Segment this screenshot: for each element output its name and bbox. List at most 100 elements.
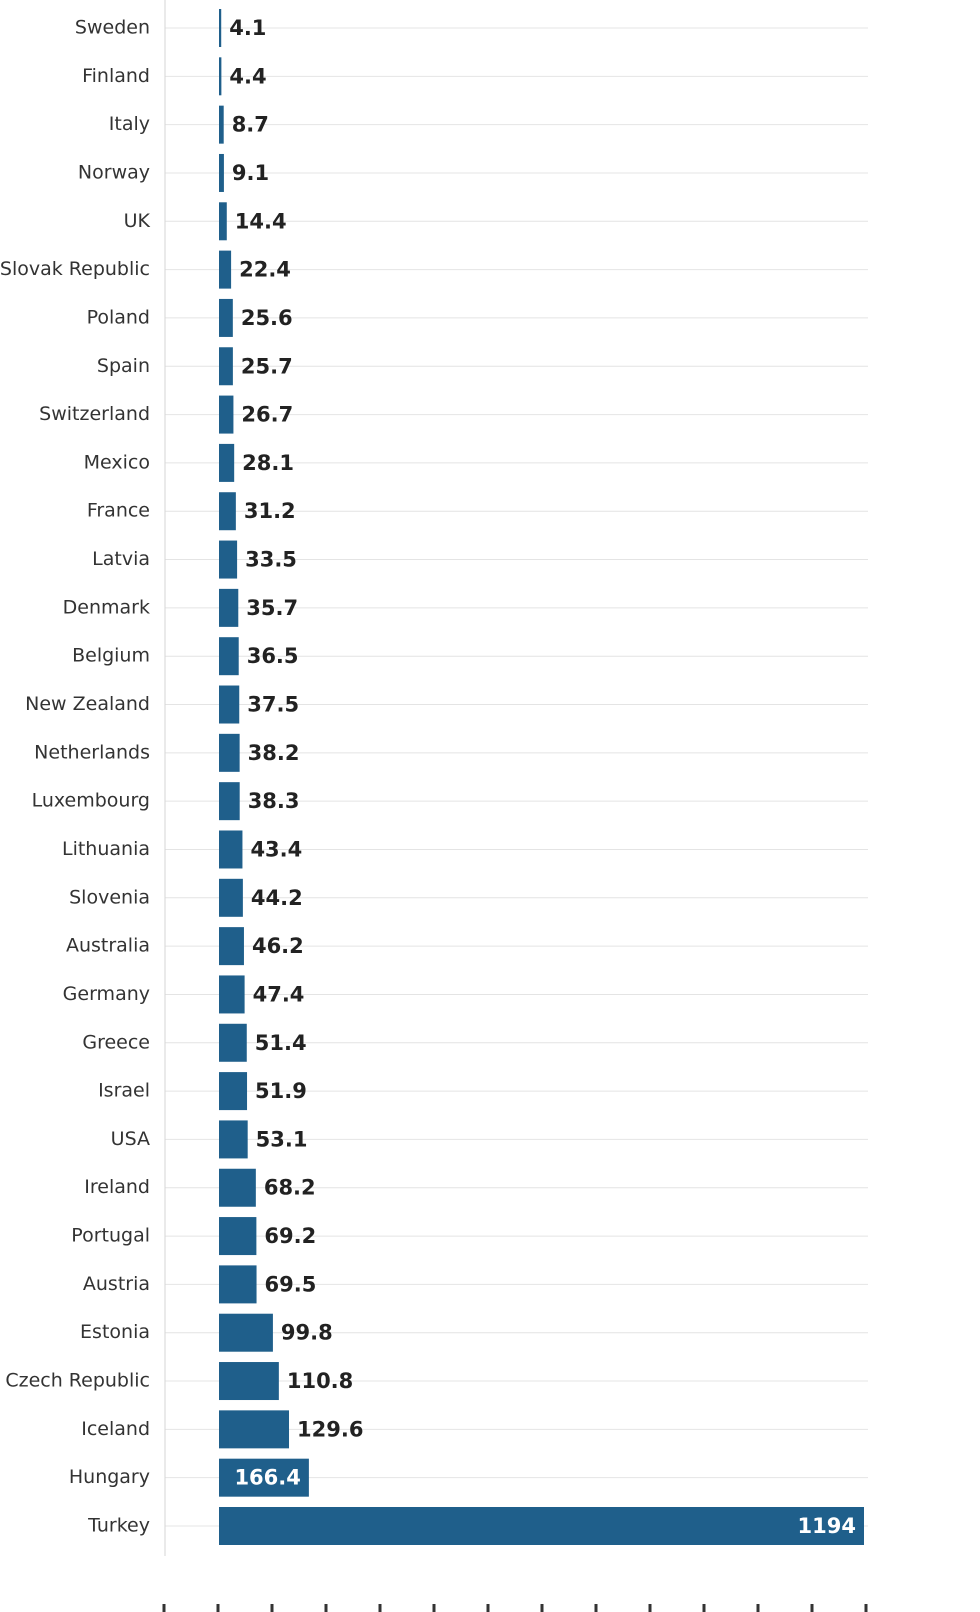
bar — [219, 685, 240, 724]
category-label: New Zealand — [25, 693, 150, 715]
value-label: 25.7 — [241, 354, 293, 378]
bar — [219, 1313, 273, 1352]
value-label: 43.4 — [250, 837, 302, 861]
value-label: 1194 — [798, 1514, 856, 1538]
value-label: 46.2 — [252, 934, 304, 958]
bar — [219, 395, 234, 434]
bar — [219, 782, 240, 821]
value-label: 31.2 — [244, 499, 296, 523]
category-label: Slovenia — [69, 886, 150, 908]
category-label: Sweden — [75, 17, 150, 39]
bar — [219, 588, 239, 627]
category-label: Finland — [82, 65, 150, 87]
category-label: Austria — [83, 1273, 150, 1295]
value-label: 51.4 — [255, 1031, 307, 1055]
value-label: 110.8 — [287, 1369, 353, 1393]
category-label: Norway — [78, 161, 150, 183]
value-label: 33.5 — [245, 548, 297, 572]
bar — [219, 9, 222, 47]
category-label: Luxembourg — [32, 790, 150, 812]
category-label: Portugal — [71, 1225, 150, 1247]
value-label: 69.5 — [265, 1272, 317, 1296]
category-label: Estonia — [80, 1321, 150, 1343]
bar — [219, 202, 227, 241]
bar — [219, 1217, 257, 1256]
bar — [219, 1265, 257, 1304]
bar — [219, 540, 238, 579]
gridlines — [165, 27, 868, 1527]
category-label: Lithuania — [62, 838, 150, 860]
value-label: 4.1 — [229, 16, 266, 40]
bar — [219, 830, 243, 869]
value-labels: 4.1 4.4 8.7 9.1 14.4 22.4 25.6 25.7 26.7 28.1 31.2… — [229, 16, 856, 1538]
value-label: 14.4 — [235, 209, 287, 233]
x-axis — [162, 0, 868, 1612]
value-label: 35.7 — [246, 596, 298, 620]
value-label: 26.7 — [241, 403, 293, 427]
value-label: 44.2 — [251, 886, 303, 910]
value-label: 166.4 — [234, 1466, 300, 1490]
category-label: Slovak Republic — [0, 258, 150, 280]
category-label: Czech Republic — [5, 1370, 150, 1392]
bar — [219, 105, 224, 144]
category-label: Greece — [82, 1031, 150, 1053]
category-label: Hungary — [69, 1466, 150, 1488]
category-label: Turkey — [87, 1515, 150, 1537]
bar — [219, 1168, 256, 1207]
bar — [219, 733, 240, 772]
bar — [219, 1072, 248, 1111]
bar — [219, 1410, 290, 1449]
category-label: USA — [111, 1128, 150, 1150]
bar — [219, 927, 244, 966]
category-label: Spain — [97, 355, 150, 377]
bar — [219, 878, 243, 917]
category-label: Italy — [109, 113, 150, 135]
value-label: 47.4 — [253, 982, 305, 1006]
category-label: Germany — [63, 983, 150, 1005]
bar — [219, 298, 233, 337]
category-label: Belgium — [72, 645, 150, 667]
bar — [219, 1458, 309, 1497]
bar — [219, 975, 245, 1014]
category-label: Netherlands — [34, 741, 150, 763]
bar — [219, 1023, 247, 1062]
category-label: UK — [124, 210, 151, 232]
bar — [219, 1120, 248, 1159]
category-label: Latvia — [92, 548, 150, 570]
value-label: 129.6 — [297, 1417, 363, 1441]
category-label: Israel — [98, 1080, 150, 1102]
bars — [219, 9, 864, 1545]
category-label: Mexico — [84, 451, 150, 473]
value-label: 53.1 — [256, 1127, 308, 1151]
value-label: 8.7 — [232, 113, 269, 137]
category-label: Switzerland — [39, 403, 150, 425]
value-label: 37.5 — [247, 693, 299, 717]
category-labels: Sweden Finland Italy Norway UK Slovak Republi… — [0, 17, 151, 1537]
bar — [219, 1362, 279, 1401]
value-label: 99.8 — [281, 1321, 333, 1345]
value-label: 25.6 — [241, 306, 293, 330]
value-label: 68.2 — [264, 1176, 316, 1200]
value-label: 9.1 — [232, 161, 269, 185]
bar — [219, 637, 239, 676]
category-label: Denmark — [63, 596, 150, 618]
category-label: France — [87, 500, 150, 522]
value-label: 38.3 — [248, 789, 300, 813]
bar — [219, 57, 222, 96]
value-label: 4.4 — [229, 64, 266, 88]
value-label: 38.2 — [248, 741, 300, 765]
value-label: 36.5 — [247, 644, 299, 668]
category-label: Australia — [66, 935, 150, 957]
bar — [219, 347, 233, 386]
category-label: Iceland — [81, 1418, 150, 1440]
category-label: Poland — [87, 306, 150, 328]
category-label: Ireland — [84, 1176, 150, 1198]
bar — [219, 492, 236, 531]
value-label: 69.2 — [264, 1224, 316, 1248]
value-label: 51.9 — [255, 1079, 307, 1103]
bar — [219, 443, 235, 482]
bar — [219, 153, 224, 192]
value-label: 28.1 — [242, 451, 294, 475]
value-label: 22.4 — [239, 258, 291, 282]
